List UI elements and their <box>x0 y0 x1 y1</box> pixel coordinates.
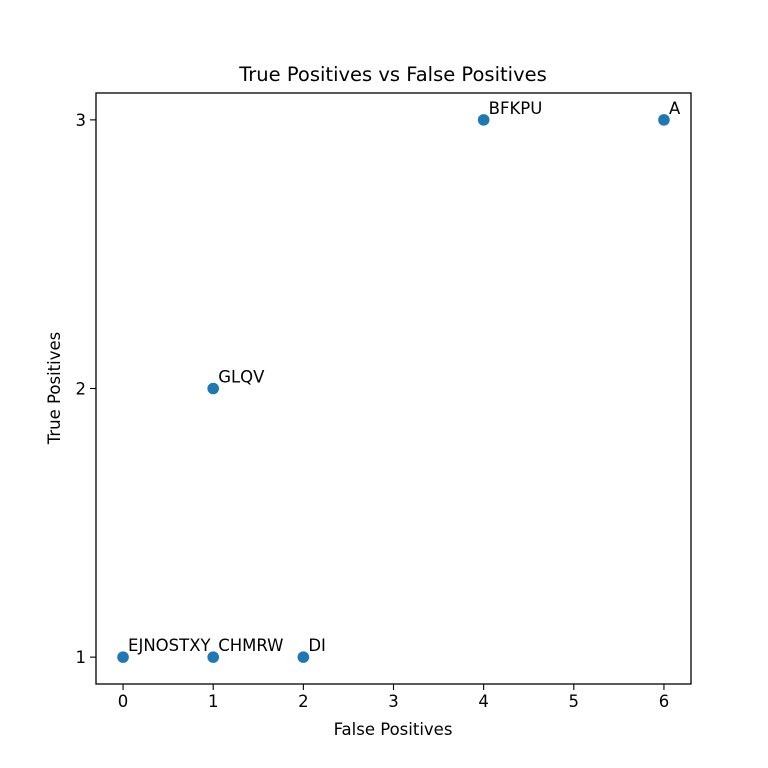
y-tick-label: 2 <box>76 380 87 399</box>
x-tick-label: 0 <box>118 692 129 711</box>
data-point <box>477 114 490 126</box>
data-point-label: GLQV <box>218 368 265 387</box>
y-tick-label: 3 <box>76 111 87 130</box>
data-point <box>207 382 219 395</box>
data-point <box>207 651 219 663</box>
data-point-label: BFKPU <box>489 99 543 118</box>
x-axis: 0 1 2 3 4 5 6 <box>118 684 669 711</box>
x-tick-label: 4 <box>478 692 489 711</box>
data-point <box>117 651 129 663</box>
y-axis: 1 2 3 <box>76 111 96 667</box>
data-point-label: EJNOSTXY <box>128 636 211 655</box>
x-tick-label: 6 <box>659 692 670 711</box>
x-tick-label: 2 <box>298 692 309 711</box>
y-axis-label: True Positives <box>45 332 64 446</box>
x-axis-label: False Positives <box>334 720 453 739</box>
data-points: EJNOSTXY CHMRW DI GLQV BFKPU A <box>117 99 681 663</box>
data-point-label: CHMRW <box>218 636 283 655</box>
y-tick-label: 1 <box>76 648 87 667</box>
data-point <box>297 651 310 663</box>
x-tick-label: 5 <box>569 692 580 711</box>
data-point-label: DI <box>308 636 326 655</box>
chart-title: True Positives vs False Positives <box>238 63 547 86</box>
data-point-label: A <box>669 99 681 118</box>
data-point <box>658 114 670 126</box>
x-tick-label: 1 <box>208 692 219 711</box>
x-tick-label: 3 <box>388 692 399 711</box>
